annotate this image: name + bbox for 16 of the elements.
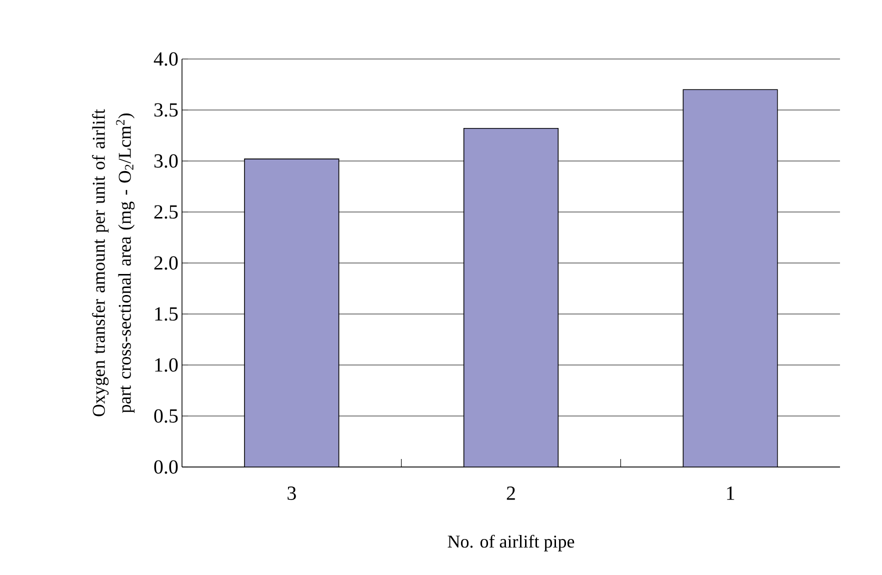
y-tick-label: 2.0 <box>154 256 178 270</box>
bar <box>244 158 339 467</box>
bar <box>682 89 778 467</box>
y-tick-label: 3.0 <box>154 154 178 168</box>
y-tick-label: 0.5 <box>154 409 178 423</box>
y-tick-label: 4.0 <box>154 52 178 66</box>
x-axis-title: No. of airlift pipe <box>448 534 574 552</box>
y-tick-label: 0.0 <box>154 460 178 474</box>
x-tick-label: 3 <box>288 486 296 500</box>
x-tick-label: 2 <box>506 486 515 500</box>
y-tick-label: 1.5 <box>155 307 178 321</box>
y-tick-label: 2.5 <box>154 205 178 219</box>
bar <box>464 128 558 467</box>
x-tick-label: 1 <box>727 486 734 500</box>
y-tick-label: 1.0 <box>155 358 178 372</box>
y-tick-label: 3.5 <box>154 103 178 117</box>
